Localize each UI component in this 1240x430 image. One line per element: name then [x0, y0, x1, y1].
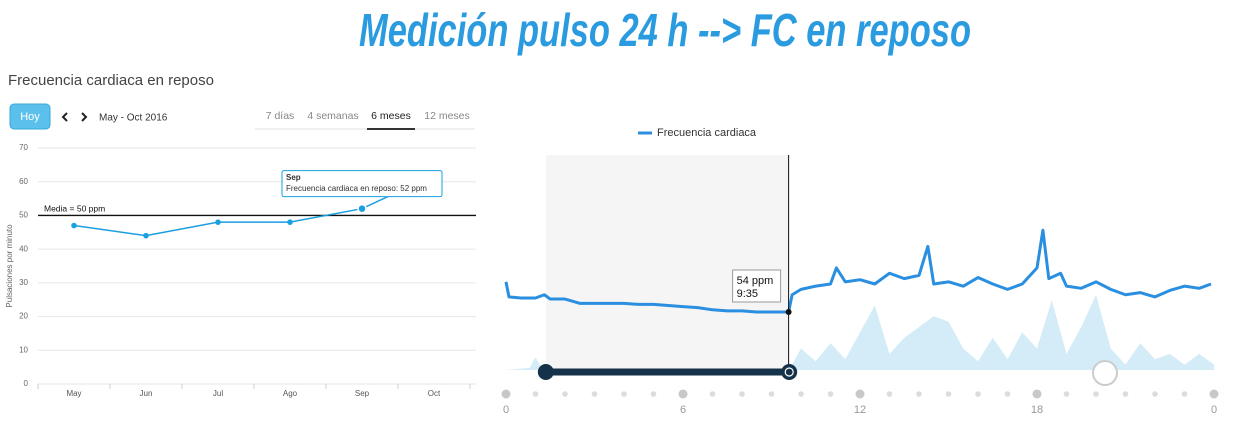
x-tick-label: 18 — [1031, 404, 1043, 416]
point[interactable] — [357, 203, 367, 214]
wake-icon-face — [784, 367, 794, 377]
legend-label: Frecuencia cardiaca — [657, 127, 757, 139]
hour-dot — [975, 391, 981, 397]
banner-title: Medición pulso 24 h --> FC en reposo — [359, 4, 971, 56]
next-arrow[interactable] — [81, 112, 88, 122]
x-tick-label: 0 — [503, 404, 509, 416]
sleep-shade — [545, 155, 790, 370]
hour-dot — [562, 391, 568, 397]
tab[interactable]: 4 semanas — [307, 110, 358, 122]
reference-label: Media = 50 ppm — [44, 204, 105, 214]
hour-dot — [532, 391, 539, 397]
y-tick-label: 0 — [24, 379, 29, 388]
hour-dot — [1032, 389, 1042, 399]
tooltip-title: Sep — [286, 173, 301, 182]
point[interactable] — [71, 222, 77, 229]
activity-icon — [1092, 360, 1118, 386]
hour-dot — [739, 391, 745, 397]
x-tick-label: Sep — [355, 389, 370, 398]
x-tick-label: 6 — [680, 404, 686, 416]
y-tick-label: 50 — [19, 211, 28, 220]
hour-dot — [916, 391, 922, 397]
tooltip-text: Frecuencia cardiaca en reposo: 52 ppm — [286, 184, 427, 193]
tab[interactable]: 6 meses — [371, 110, 411, 122]
hour-dot — [1152, 391, 1158, 397]
y-tick-label: 60 — [19, 177, 28, 186]
cursor-point — [785, 308, 792, 315]
hour-dot — [886, 391, 893, 397]
y-tick-label: 20 — [19, 312, 28, 321]
activity-area — [506, 294, 1214, 370]
tooltip-box — [732, 269, 782, 303]
tooltip-text: 9:35 — [737, 288, 758, 300]
hour-dot — [1122, 391, 1129, 397]
hour-dot — [1063, 391, 1070, 397]
hour-dot — [1181, 391, 1188, 397]
tab[interactable]: 7 días — [266, 110, 295, 122]
prev-arrow[interactable] — [61, 112, 68, 122]
date-range: May - Oct 2016 — [99, 113, 168, 124]
point[interactable] — [215, 219, 221, 225]
hour-dot — [768, 391, 775, 397]
hour-dot — [945, 391, 952, 397]
hour-dot — [827, 391, 834, 397]
wake-icon — [781, 364, 798, 380]
x-tick-label: 12 — [854, 404, 866, 416]
hour-dot — [798, 391, 804, 397]
x-tick-label: Ago — [283, 389, 298, 398]
tooltip-box — [281, 170, 443, 198]
tooltip-text: 54 ppm — [737, 275, 774, 287]
x-tick-label: Jul — [213, 389, 223, 398]
hour-dot — [1004, 391, 1011, 397]
point[interactable] — [287, 219, 293, 225]
today-button[interactable] — [9, 103, 51, 130]
point[interactable] — [143, 232, 149, 239]
hour-dot — [855, 389, 865, 399]
hour-dot — [1093, 391, 1099, 397]
hour-dot — [1209, 389, 1219, 399]
y-tick-label: 10 — [19, 345, 28, 354]
sleep-start-icon — [537, 364, 554, 380]
y-tick-label: 40 — [19, 244, 28, 253]
y-axis-label: Pulsaciones por minuto — [5, 224, 14, 308]
x-tick-label: 0 — [1211, 404, 1217, 416]
y-tick-label: 30 — [19, 278, 28, 287]
hour-dot — [709, 391, 716, 397]
x-tick-label: Jun — [140, 389, 153, 398]
today-label[interactable]: Hoy — [20, 111, 40, 123]
hour-dot — [501, 389, 511, 399]
y-tick-label: 70 — [19, 143, 28, 152]
x-tick-label: Oct — [428, 389, 441, 398]
x-tick-label: May — [66, 389, 81, 398]
line — [73, 174, 435, 237]
hour-dot — [591, 391, 598, 397]
hour-dot — [621, 391, 627, 397]
tab[interactable]: 12 meses — [424, 110, 470, 122]
chart-title: Frecuencia cardiaca en reposo — [8, 72, 214, 89]
heart-rate-line — [504, 228, 1212, 314]
hour-dot — [650, 391, 657, 397]
hour-dot — [678, 389, 688, 399]
